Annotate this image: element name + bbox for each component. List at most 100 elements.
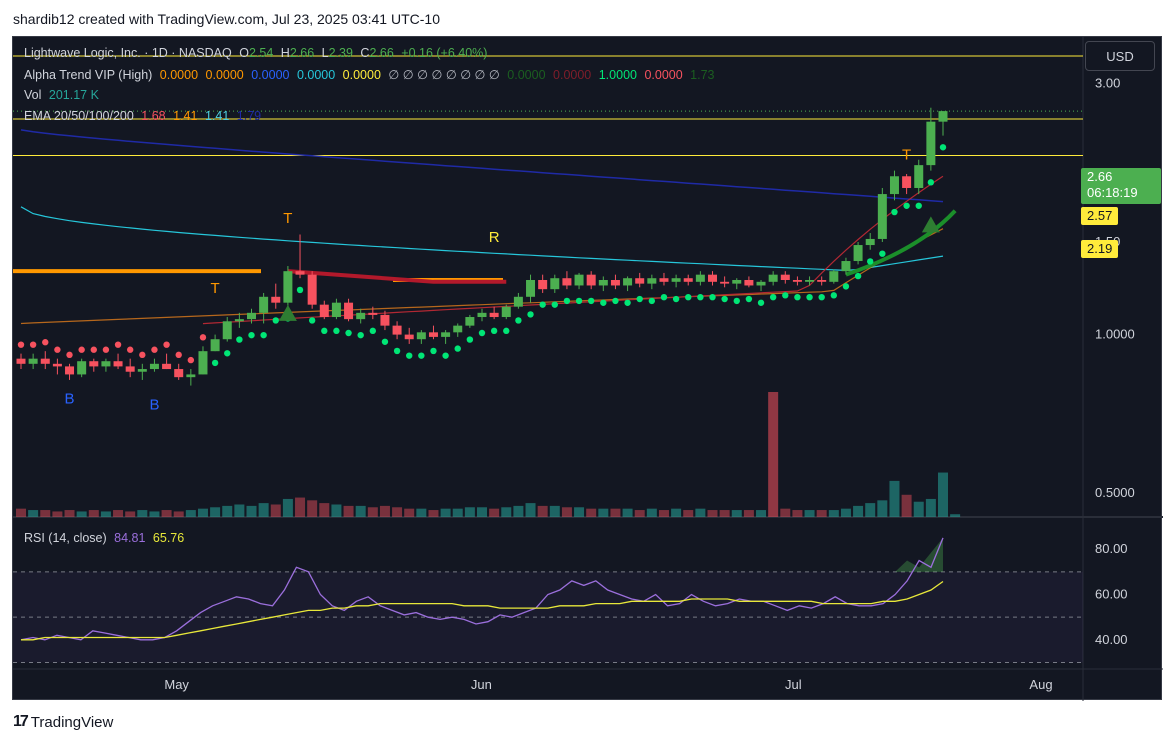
signal-dot [321,327,328,335]
volume-bar [173,511,184,517]
volume-bar [804,510,815,517]
candle-body [222,321,232,340]
signal-dot [672,295,680,303]
candle-body [501,306,511,318]
candle-body [780,274,790,281]
volume-bar [452,508,463,517]
alpha-v8: 1.0000 [598,68,637,82]
candle-body [89,361,99,367]
alpha-v2: 0.0000 [205,68,244,82]
volume-legend[interactable]: Vol 201.17 K [24,88,103,102]
signal-dot [612,297,619,305]
signal-label: T [211,280,220,297]
low-label: L [321,46,329,60]
candle-body [938,111,948,122]
signal-dot [224,350,231,357]
volume-bar [379,505,390,517]
symbol-legend[interactable]: Lightwave Logic, Inc. · 1D · NASDAQ O2.5… [24,46,491,60]
candle-body [902,176,912,188]
volume-bar [246,505,257,517]
signal-dot [345,329,352,337]
signal-dot [418,352,425,359]
alpha-empties: ∅ ∅ ∅ ∅ ∅ ∅ ∅ ∅ [388,68,500,82]
volume-bar [877,500,888,517]
volume-bar [307,500,318,517]
volume-bar [113,510,124,517]
candle-body [623,278,633,286]
signal-label: B [65,390,75,407]
candle-body [574,274,584,286]
signal-dot [114,341,122,348]
candle-body [271,296,281,303]
candle-body [331,302,341,318]
rsi-legend[interactable]: RSI (14, close) 84.81 65.76 [24,531,188,545]
volume-bar [901,494,912,517]
volume-bar [768,392,779,517]
signal-dot [187,356,195,364]
chart-frame[interactable]: 0.50001.00001.502.003.00MayJunJulAugTTRT… [12,36,1163,701]
ema-legend[interactable]: EMA 20/50/100/200 1.68 1.41 1.41 1.79 [24,109,265,123]
volume-bar [501,507,512,517]
candle-body [489,312,499,318]
signal-dot [42,339,49,346]
candle-body [744,280,754,286]
tv-logo-text: TradingView [30,713,114,731]
candle-body [198,351,208,375]
signal-dot [927,179,935,186]
signal-dot [709,293,716,301]
time-tick-label: Jun [471,677,492,692]
candle-body [926,121,936,166]
volume-bar [282,498,293,517]
volume-bar [343,505,354,517]
volume-bar [865,503,876,517]
symbol-name: Lightwave Logic, Inc. · 1D · NASDAQ [24,46,232,60]
currency-button[interactable]: USD [1085,41,1155,71]
alpha-trend-legend[interactable]: Alpha Trend VIP (High) 0.0000 0.0000 0.0… [24,67,719,82]
signal-dot [369,327,377,335]
candle-body [817,280,827,282]
volume-bar [853,505,864,517]
volume-bar [938,472,948,517]
signal-dot [551,301,558,308]
signal-dot [163,341,170,348]
signal-dot [139,351,146,359]
candle-body [513,296,523,307]
candle-body [186,374,196,378]
high-label: H [280,46,290,60]
rsi-name: RSI (14, close) [24,531,107,545]
volume-bar [950,514,961,517]
signal-dot [539,301,546,308]
volume-bar [598,508,609,517]
chart-canvas[interactable]: 0.50001.00001.502.003.00MayJunJulAugTTRT… [13,37,1163,701]
candle-body [65,366,75,375]
candle-body [562,278,572,286]
signal-dot [782,292,789,299]
candle-body [113,361,123,367]
volume-bar [52,511,63,517]
signal-dot [454,345,461,352]
signal-dot [90,346,97,353]
signal-dot [915,202,922,209]
candle-body [695,274,705,282]
signal-dot [490,327,498,335]
buy-triangle [921,216,940,233]
alpha-v6: 0.0000 [507,68,546,82]
level-high-tag: 2.57 [1081,207,1119,225]
signal-dot [891,208,898,216]
volume-bar [319,503,330,517]
candle-body [829,271,839,282]
signal-dot [78,346,85,353]
signal-dot [757,299,765,306]
signal-dot [308,317,316,324]
candle-body [792,280,802,282]
candle-body [283,271,293,303]
volume-bar [210,507,221,517]
level-low-tag: 2.19 [1081,240,1119,258]
volume-bar [610,508,621,517]
ema50-line [20,228,944,325]
candle-body [101,361,111,367]
volume-bar [780,508,791,517]
vol-value: 201.17 K [48,88,99,102]
signal-dot [697,293,704,301]
signal-dot [333,327,340,335]
